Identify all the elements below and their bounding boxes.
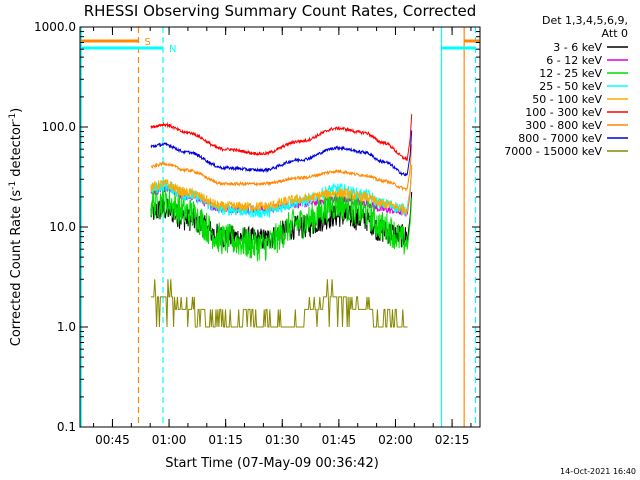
legend-entry-label: 300 - 800 keV <box>525 119 602 132</box>
y-axis-label: Corrected Count Rate (s-1 detector-1) <box>8 108 24 346</box>
y-axis-label-main: Corrected Count Rate (s <box>9 190 24 347</box>
x-tick-label: 01:30 <box>265 433 300 447</box>
series-line <box>150 187 413 262</box>
legend-entry-label: 6 - 12 keV <box>546 54 602 67</box>
x-axis-label: Start Time (07-May-09 00:36:42) <box>165 456 379 471</box>
legend-entry-label: 12 - 25 keV <box>539 67 602 80</box>
legend-entry-label: 7000 - 15000 keV <box>504 145 602 158</box>
y-axis: 1000.0 100.0 10.0 1.0 0.1 <box>34 20 480 434</box>
y-tick-label: 1.0 <box>57 320 76 334</box>
x-tick-label: 01:15 <box>208 433 243 447</box>
flag-n-label: N <box>169 44 176 55</box>
legend-entry-label: 25 - 50 keV <box>539 80 602 93</box>
chart-title: RHESSI Observing Summary Count Rates, Co… <box>84 2 477 20</box>
x-axis: 00:45 01:00 01:15 01:30 01:45 02:00 02:15 <box>93 27 472 447</box>
timestamp: 14-Oct-2021 16:40 <box>560 467 636 476</box>
legend-header-line2: Att 0 <box>602 27 628 40</box>
series-line <box>150 144 413 193</box>
x-tick-label: 01:45 <box>322 433 357 447</box>
series-7000-15000kev <box>150 279 408 328</box>
legend-entry-label: 100 - 300 keV <box>525 106 602 119</box>
series-line <box>150 164 413 216</box>
series-50-100kev <box>150 164 413 216</box>
y-tick-label: 0.1 <box>57 420 76 434</box>
x-tick-label: 02:00 <box>378 433 413 447</box>
y-tick-label: 1000.0 <box>34 20 76 34</box>
legend-entry-label: 50 - 100 keV <box>532 93 602 106</box>
x-tick-label: 01:00 <box>152 433 187 447</box>
legend-entry-label: 800 - 7000 keV <box>518 132 602 145</box>
y-axis-label-end: ) <box>9 108 24 113</box>
series-line <box>150 114 413 162</box>
flag-s-label: S <box>144 37 150 48</box>
series-100-300kev <box>150 114 413 162</box>
y-tick-label: 100.0 <box>42 120 76 134</box>
y-tick-label: 10.0 <box>49 220 76 234</box>
y-axis-label-sup1: -1 <box>8 181 18 190</box>
x-tick-label: 02:15 <box>435 433 470 447</box>
plot-contents: SN <box>80 27 480 427</box>
y-axis-label-mid: detector <box>9 121 24 181</box>
x-tick-label: 00:45 <box>95 433 130 447</box>
series-line <box>150 130 413 177</box>
series-12-25kev <box>150 187 413 262</box>
legend-header-line1: Det 1,3,4,5,6,9, <box>542 14 628 27</box>
series-300-800kev <box>150 144 413 193</box>
plot-area: SN <box>80 27 480 427</box>
y-axis-label-sup2: -1 <box>8 113 18 122</box>
legend-entry-label: 3 - 6 keV <box>553 41 602 54</box>
series-800-7000kev <box>150 130 413 177</box>
series-line <box>150 279 408 328</box>
